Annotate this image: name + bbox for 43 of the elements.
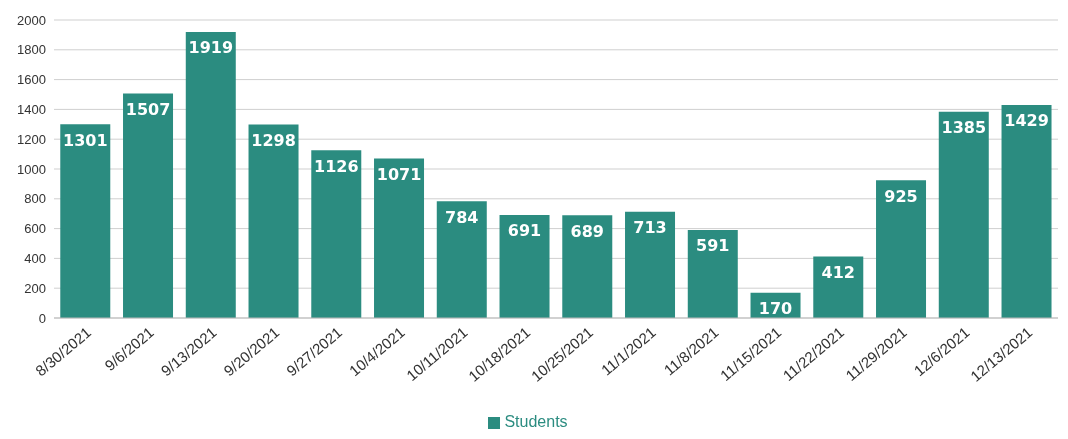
bar [436, 201, 487, 318]
y-tick-label: 1600 [17, 72, 46, 88]
data-label: 691 [507, 221, 542, 241]
data-label: 1071 [376, 164, 422, 184]
data-label: 1385 [941, 118, 987, 137]
y-tick-label: 400 [24, 251, 46, 267]
bar [625, 211, 676, 318]
bar [813, 256, 864, 318]
data-label: 1429 [1004, 111, 1049, 131]
y-tick-label: 1800 [17, 42, 46, 58]
y-tick-label: 0 [38, 310, 46, 326]
data-label: 170 [758, 299, 793, 319]
y-tick-label: 1400 [17, 102, 46, 118]
data-label: 1507 [125, 99, 171, 119]
data-label: 713 [633, 218, 667, 238]
y-tick-label: 1000 [17, 161, 46, 177]
bar [60, 124, 111, 318]
data-label: 689 [570, 221, 604, 241]
bar [1001, 105, 1052, 318]
y-tick-label: 2000 [17, 12, 46, 28]
data-label: 925 [884, 186, 918, 206]
bar [248, 124, 299, 318]
y-tick-label: 200 [24, 280, 46, 296]
bar [687, 229, 738, 318]
data-label: 412 [821, 262, 855, 282]
bar [374, 158, 425, 318]
bar [876, 180, 927, 318]
data-label: 1126 [314, 156, 359, 176]
y-tick-label: 800 [24, 191, 46, 207]
y-tick-label: 600 [24, 221, 46, 237]
data-label: 1301 [63, 130, 108, 150]
bar [185, 32, 236, 318]
data-label: 1298 [251, 130, 296, 150]
data-label: 784 [445, 207, 479, 227]
y-tick-label: 1200 [17, 131, 46, 147]
bar [123, 93, 174, 318]
bar [562, 215, 613, 318]
data-label: 1919 [188, 38, 234, 58]
bar [311, 150, 362, 318]
bar [938, 111, 989, 318]
bar [499, 215, 550, 318]
legend-label: Students [504, 413, 568, 430]
data-label: 591 [696, 236, 730, 256]
